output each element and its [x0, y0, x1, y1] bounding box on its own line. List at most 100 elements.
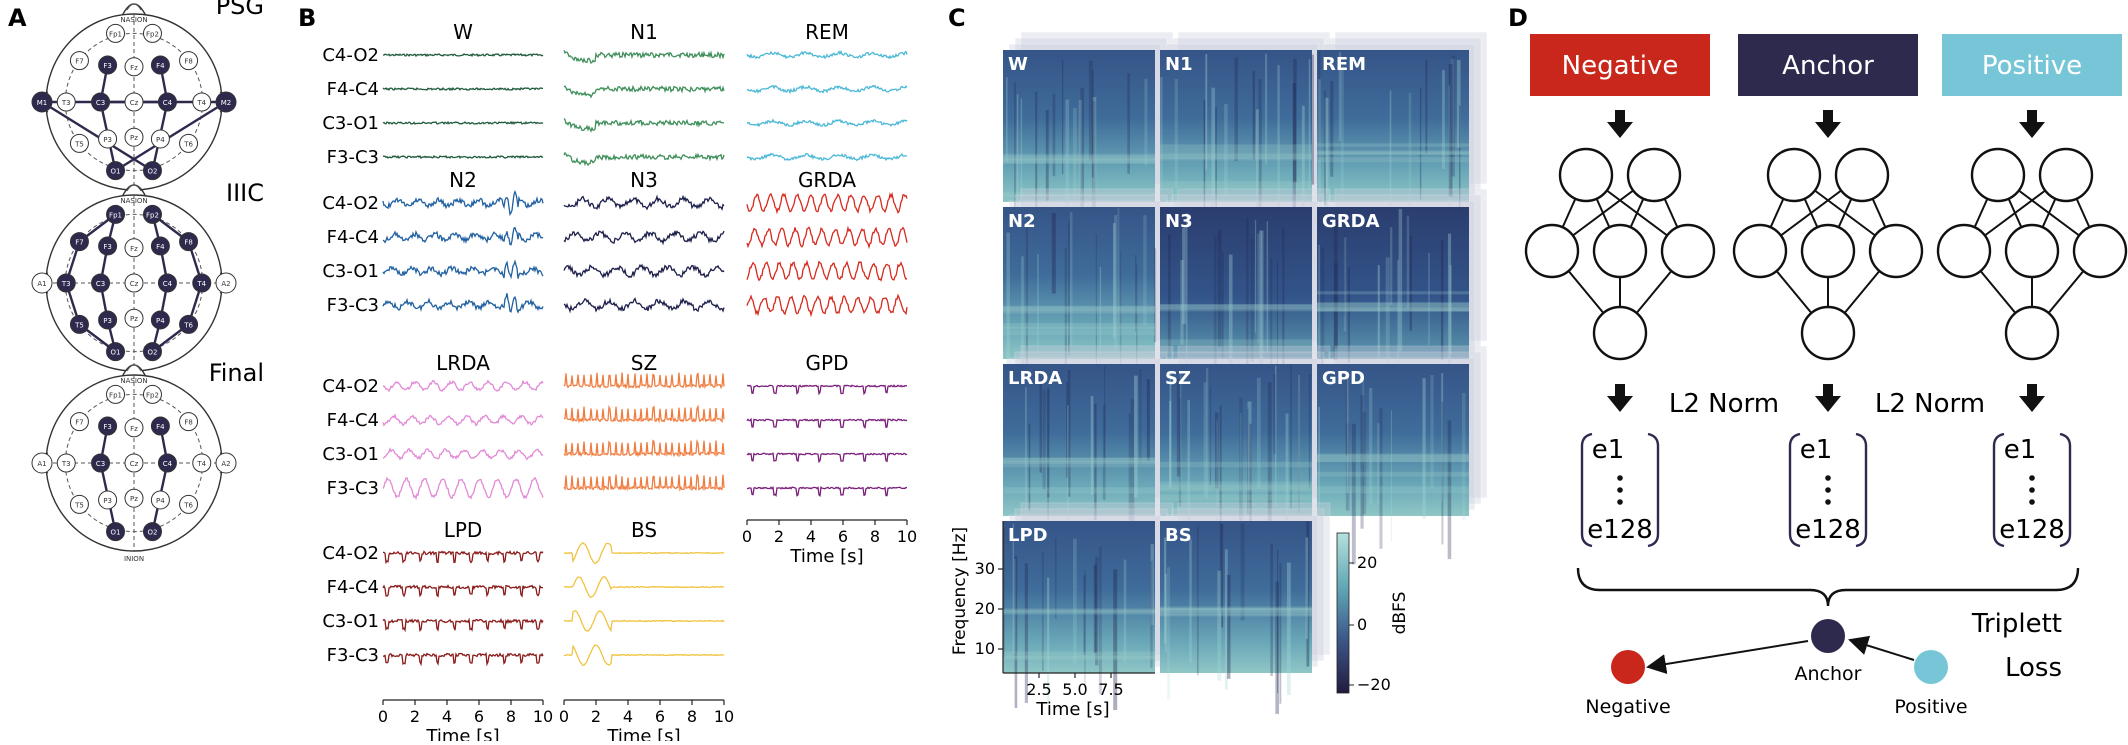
electrode-label: Cz [130, 280, 139, 288]
vector-bracket-left [1580, 432, 1593, 548]
electrode-label: C4 [163, 460, 173, 468]
anchor-box [1738, 34, 1918, 96]
electrode-label: M1 [37, 99, 48, 107]
spectrogram-texture [1447, 420, 1452, 560]
trace-c4-o2 [383, 550, 544, 565]
trace-f3-c3 [746, 485, 907, 498]
axis-title: Time [s] [606, 726, 680, 741]
spectrogram-texture [1306, 521, 1310, 667]
electrode-label: Fz [130, 64, 138, 72]
freq-tick-label: 30 [975, 559, 995, 578]
channel-label: F3-C3 [327, 645, 379, 666]
montage-link [114, 100, 227, 172]
axis-tick-label: 8 [506, 707, 516, 726]
electrode-t3 [56, 453, 76, 473]
electrode-label: T4 [196, 460, 206, 468]
panel-a-montages: NASION INION PSG Fp1 Fp2 F7 F3 Fz F4 F8 T3 C3 Cz C4 T4… [31, 0, 264, 563]
spectrogram-texture [1066, 381, 1069, 479]
spectrogram-texture [1006, 232, 1010, 376]
spectrogram-texture [1252, 71, 1255, 160]
spectrogram-band [1317, 291, 1469, 295]
spectrogram-texture [1078, 99, 1082, 206]
spectrogram-texture [1094, 403, 1097, 520]
spectrogram-band [1003, 326, 1155, 336]
spectrogram-grda: GRDA [1317, 188, 1488, 381]
arrow-down-icon [1815, 396, 1841, 412]
spectrogram-label: BS [1165, 525, 1192, 546]
spectrogram-texture [1020, 98, 1023, 206]
spectrogram-texture [1324, 97, 1329, 218]
electrode-f8 [179, 51, 199, 71]
loss-label-line1: Triplett [1971, 609, 2062, 639]
spectrogram-n3: N3 [1160, 188, 1331, 402]
electrode-t6 [179, 133, 199, 153]
spectrogram-texture [1447, 233, 1452, 369]
montage-title: Final [209, 359, 264, 387]
spectrogram-texture [1290, 364, 1292, 509]
axis-tick-label: 0 [378, 707, 388, 726]
spectrogram-texture [1062, 59, 1064, 175]
trace-c3-o1 [746, 259, 908, 282]
spectrogram-band [1317, 486, 1469, 494]
spectrogram-texture [1324, 91, 1326, 206]
spectrogram-texture [1067, 405, 1069, 555]
electrode-label: T4 [196, 99, 206, 107]
spectrogram-texture [1099, 266, 1102, 387]
spectrogram-lrda: LRDA [1003, 345, 1174, 555]
spectrogram-texture [1285, 413, 1289, 560]
vector-ellipsis-dot [2029, 475, 2035, 481]
spectrogram-texture [1277, 65, 1280, 213]
electrode-label: P3 [103, 497, 112, 505]
triplet-arrow [1848, 635, 1915, 661]
spectrogram-texture [1267, 382, 1272, 535]
trace-c4-o2 [382, 189, 544, 217]
electrode-label: T5 [74, 321, 84, 329]
channel-label: C3-O1 [322, 261, 379, 282]
spectrogram-label: GPD [1322, 368, 1365, 389]
spectrogram-texture [1127, 73, 1130, 174]
spectrogram-texture [1343, 233, 1346, 316]
spectrogram-texture [1257, 233, 1260, 344]
spectrogram-texture [1065, 99, 1070, 218]
spectrogram-texture [1021, 256, 1024, 375]
axis-tick-label: 10 [714, 707, 734, 726]
spectrogram-lpd: LPD [1003, 502, 1174, 711]
electrode-fp1 [106, 384, 126, 404]
network-node [2072, 223, 2128, 279]
electrode-label: C3 [96, 460, 105, 468]
spectrogram-texture [1014, 558, 1016, 654]
spectrogram-texture [1318, 79, 1321, 203]
spectrogram-texture [1189, 539, 1192, 663]
spectrogram-texture [1178, 398, 1182, 507]
spectrogram-texture [1083, 575, 1086, 655]
electrode-label: Cz [130, 99, 139, 107]
electrode-fp2 [142, 384, 162, 404]
colorbar-title: dBFS [1390, 592, 1410, 635]
electrode-label: F7 [75, 239, 83, 247]
electrode-f7 [69, 232, 89, 252]
spectrogram-texture [1092, 97, 1097, 229]
spectrogram-band [1003, 192, 1155, 198]
trace-f4-c4 [563, 84, 725, 99]
electrode-label: T5 [74, 140, 84, 148]
spectrogram-texture [1240, 523, 1245, 621]
spectrogram-texture [1174, 78, 1178, 225]
spectrogram-band [1160, 608, 1312, 613]
electrode-label: T3 [61, 99, 71, 107]
spectrogram-band [1317, 157, 1469, 163]
trace-c4-o2 [746, 191, 908, 215]
spectrogram-texture [1144, 78, 1148, 166]
electrode-label: T3 [61, 460, 71, 468]
spectrogram-texture [1133, 375, 1138, 498]
axis-tick-label: 4 [623, 707, 633, 726]
trace-c3-o1 [563, 263, 725, 279]
axis-tick-label: 0 [559, 707, 569, 726]
spectrogram-texture [1318, 50, 1321, 160]
spectrogram-label: SZ [1165, 368, 1191, 389]
spectrogram-texture [1277, 549, 1279, 694]
spectrogram-texture [1215, 107, 1217, 251]
vector-ellipsis-dot [1617, 475, 1623, 481]
spectrogram-texture [1430, 374, 1434, 489]
trace-c3-o1 [382, 120, 544, 125]
spectrogram-texture [1301, 105, 1305, 230]
